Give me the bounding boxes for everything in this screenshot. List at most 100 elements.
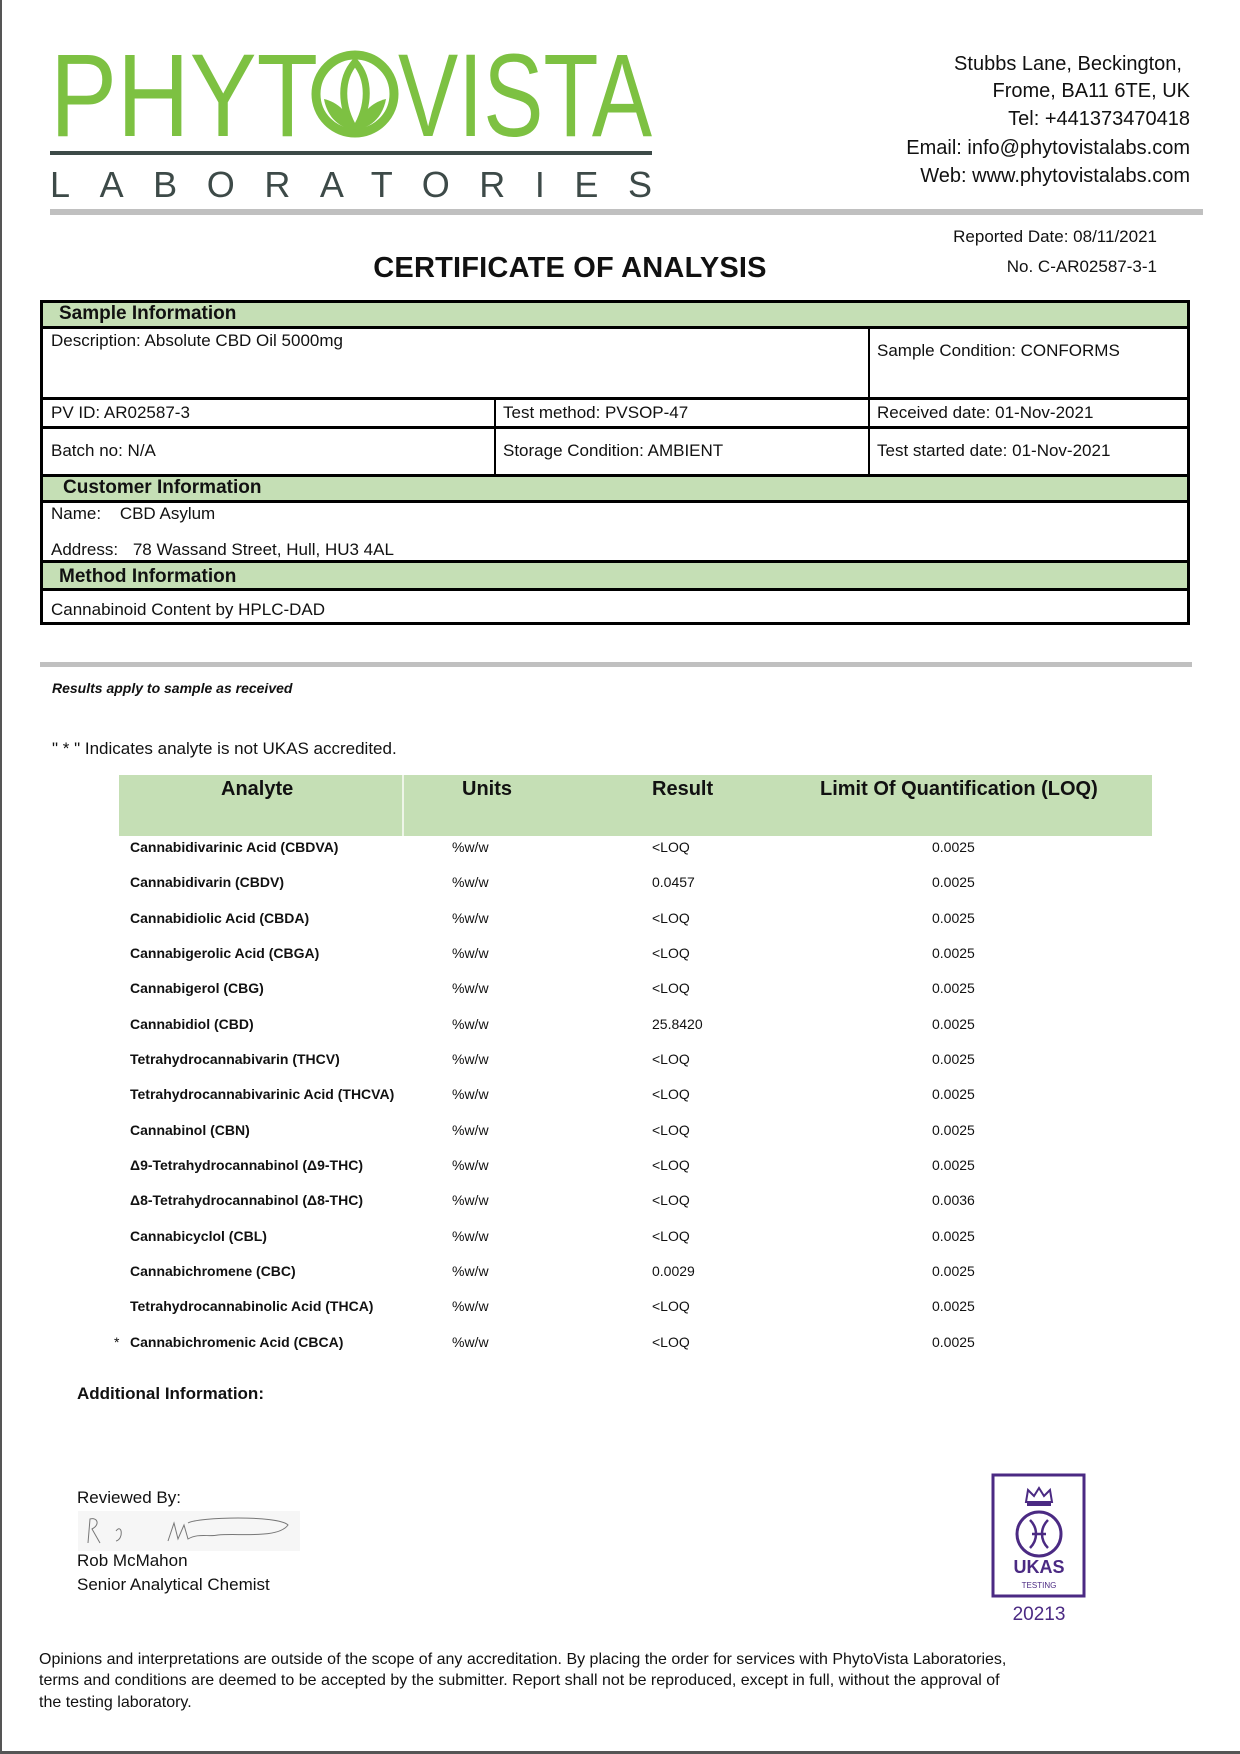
table-row: Cannabichromene (CBC) %w/w 0.0029 0.0025 <box>0 1263 1240 1298</box>
table-row: Cannabidivarin (CBDV) %w/w 0.0457 0.0025 <box>0 874 1240 909</box>
analyte-name: Cannabicyclol (CBL) <box>130 1227 267 1244</box>
customer-address: 78 Wassand Street, Hull, HU3 4AL <box>132 540 394 559</box>
analyte-loq: 0.0025 <box>932 1262 975 1279</box>
analyte-name: Tetrahydrocannabivarinic Acid (THCVA) <box>130 1086 395 1103</box>
disclaimer-line-2: terms and conditions are deemed to be ac… <box>39 1672 1000 1689</box>
analyte-units: %w/w <box>452 909 489 926</box>
test-started-date: Test started date: 01-Nov-2021 <box>869 429 1187 477</box>
results-table-header: Analyte Units Result Limit Of Quantifica… <box>119 775 1152 836</box>
address-line-1: Stubbs Lane, Beckington, <box>954 53 1182 75</box>
analyte-units: %w/w <box>452 1192 489 1209</box>
method-description: Cannabinoid Content by HPLC-DAD <box>51 600 326 619</box>
disclaimer-line-3: the testing laboratory. <box>39 1694 192 1711</box>
batch-number: Batch no: N/A <box>43 429 495 477</box>
storage-condition: Storage Condition: AMBIENT <box>495 429 869 477</box>
column-header-analyte: Analyte <box>221 778 294 800</box>
column-divider <box>494 400 496 477</box>
customer-name: CBD Asylum <box>119 504 216 523</box>
sample-information-heading: Sample Information <box>43 303 1187 329</box>
website: Web: www.phytovistalabs.com <box>920 165 1190 187</box>
analyte-result: 25.8420 <box>652 1015 703 1032</box>
analyte-result: <LOQ <box>652 1050 690 1067</box>
analyte-name: Cannabichromene (CBC) <box>130 1262 296 1279</box>
customer-address-row: Address: 78 Wassand Street, Hull, HU3 4A… <box>51 540 394 560</box>
analyte-units: %w/w <box>452 1121 489 1138</box>
page-title: CERTIFICATE OF ANALYSIS <box>373 252 767 284</box>
analyte-name: Cannabinol (CBN) <box>130 1121 250 1138</box>
analyte-result: <LOQ <box>652 1192 690 1209</box>
table-row: Cannabicyclol (CBL) %w/w <LOQ 0.0025 <box>0 1228 1240 1263</box>
certificate-number: No. C-AR02587-3-1 <box>1006 257 1157 276</box>
analyte-units: %w/w <box>452 980 489 997</box>
analyte-result: <LOQ <box>652 1121 690 1138</box>
analyte-units: %w/w <box>452 1298 489 1315</box>
analyte-units: %w/w <box>452 1227 489 1244</box>
analyte-loq: 0.0025 <box>932 1298 975 1315</box>
reviewer-title: Senior Analytical Chemist <box>77 1575 270 1594</box>
customer-name-label: Name: <box>51 504 102 523</box>
analyte-loq: 0.0025 <box>932 980 975 997</box>
analyte-name: Tetrahydrocannabivarin (THCV) <box>130 1050 340 1067</box>
table-row: Cannabigerol (CBG) %w/w <LOQ 0.0025 <box>0 980 1240 1015</box>
method-information-heading: Method Information <box>43 563 1187 591</box>
svg-text:VISTA: VISTA <box>398 44 652 162</box>
analyte-result: <LOQ <box>652 909 690 926</box>
analyte-units: %w/w <box>452 839 489 855</box>
analyte-loq: 0.0025 <box>932 944 975 961</box>
reviewer-name: Rob McMahon <box>77 1551 188 1570</box>
ukas-crown-icon: UKAS TESTING 20213 <box>991 1473 1086 1625</box>
analyte-name: Cannabichromenic Acid (CBCA) <box>130 1333 344 1350</box>
customer-details: Name: CBD Asylum Address: 78 Wassand Str… <box>43 503 1187 563</box>
reviewer-signature <box>78 1511 300 1551</box>
svg-text:UKAS: UKAS <box>1013 1557 1064 1577</box>
telephone: Tel: +441373470418 <box>1008 108 1190 130</box>
row-star-marker: * <box>114 1333 120 1350</box>
column-divider <box>868 329 870 477</box>
page-border <box>0 0 2 1754</box>
analyte-result: <LOQ <box>652 1156 690 1173</box>
ukas-testing-logo: UKAS TESTING 20213 <box>984 1462 1088 1630</box>
analyte-result: <LOQ <box>652 839 690 855</box>
column-header-loq: Limit Of Quantification (LOQ) <box>820 778 1098 800</box>
analyte-units: %w/w <box>452 1262 489 1279</box>
analyte-name: Cannabidivarin (CBDV) <box>130 874 285 891</box>
table-row: Tetrahydrocannabinolic Acid (THCA) %w/w <L… <box>0 1298 1240 1333</box>
table-row: Cannabidiolic Acid (CBDA) %w/w <LOQ 0.0025 <box>0 910 1240 945</box>
svg-text:20213: 20213 <box>1013 1604 1066 1625</box>
column-header-result: Result <box>652 778 714 800</box>
pv-id: PV ID: AR02587-3 <box>43 400 495 429</box>
sample-information-box: Sample Information Description: Absolute… <box>40 300 1190 625</box>
analyte-name: Cannabigerolic Acid (CBGA) <box>130 944 320 961</box>
analyte-result: <LOQ <box>652 1333 690 1350</box>
svg-text:TESTING: TESTING <box>1022 1581 1057 1590</box>
analyte-name: Cannabigerol (CBG) <box>130 980 264 997</box>
analyte-loq: 0.0025 <box>932 1015 975 1032</box>
email: Email: info@phytovistalabs.com <box>906 137 1190 159</box>
analyte-name: Δ8-Tetrahydrocannabinol (Δ8-THC) <box>130 1192 363 1209</box>
address-line-2: Frome, BA11 6TE, UK <box>992 80 1190 102</box>
sample-condition: Sample Condition: CONFORMS <box>869 329 1187 400</box>
customer-information-heading: Customer Information <box>43 477 1187 503</box>
section-divider <box>40 662 1192 667</box>
analyte-units: %w/w <box>452 1015 489 1032</box>
page-border <box>0 1751 1240 1754</box>
table-row: Δ9-Tetrahydrocannabinol (Δ9-THC) %w/w <LOQ… <box>0 1157 1240 1192</box>
table-row: Cannabidivarinic Acid (CBDVA) %w/w <LOQ 0.0… <box>0 839 1240 874</box>
analyte-loq: 0.0025 <box>932 909 975 926</box>
reviewed-by-label: Reviewed By: <box>77 1488 181 1507</box>
analyte-result: 0.0457 <box>652 874 695 891</box>
analyte-loq: 0.0036 <box>932 1192 975 1209</box>
svg-text:LABORATORIES: LABORATORIES <box>50 164 652 204</box>
analyte-units: %w/w <box>452 1086 489 1103</box>
customer-address-label: Address: <box>51 540 119 559</box>
analyte-units: %w/w <box>452 944 489 961</box>
analyte-loq: 0.0025 <box>932 1227 975 1244</box>
received-date: Received date: 01-Nov-2021 <box>869 400 1187 429</box>
analyte-loq: 0.0025 <box>932 1050 975 1067</box>
reported-date: Reported Date: 08/11/2021 <box>953 227 1157 246</box>
analyte-result: <LOQ <box>652 1086 690 1103</box>
test-method: Test method: PVSOP-47 <box>495 400 869 429</box>
analyte-result: 0.0029 <box>652 1262 695 1279</box>
sample-description: Description: Absolute CBD Oil 5000mg <box>43 329 869 400</box>
svg-text:PHYT: PHYT <box>50 44 318 162</box>
